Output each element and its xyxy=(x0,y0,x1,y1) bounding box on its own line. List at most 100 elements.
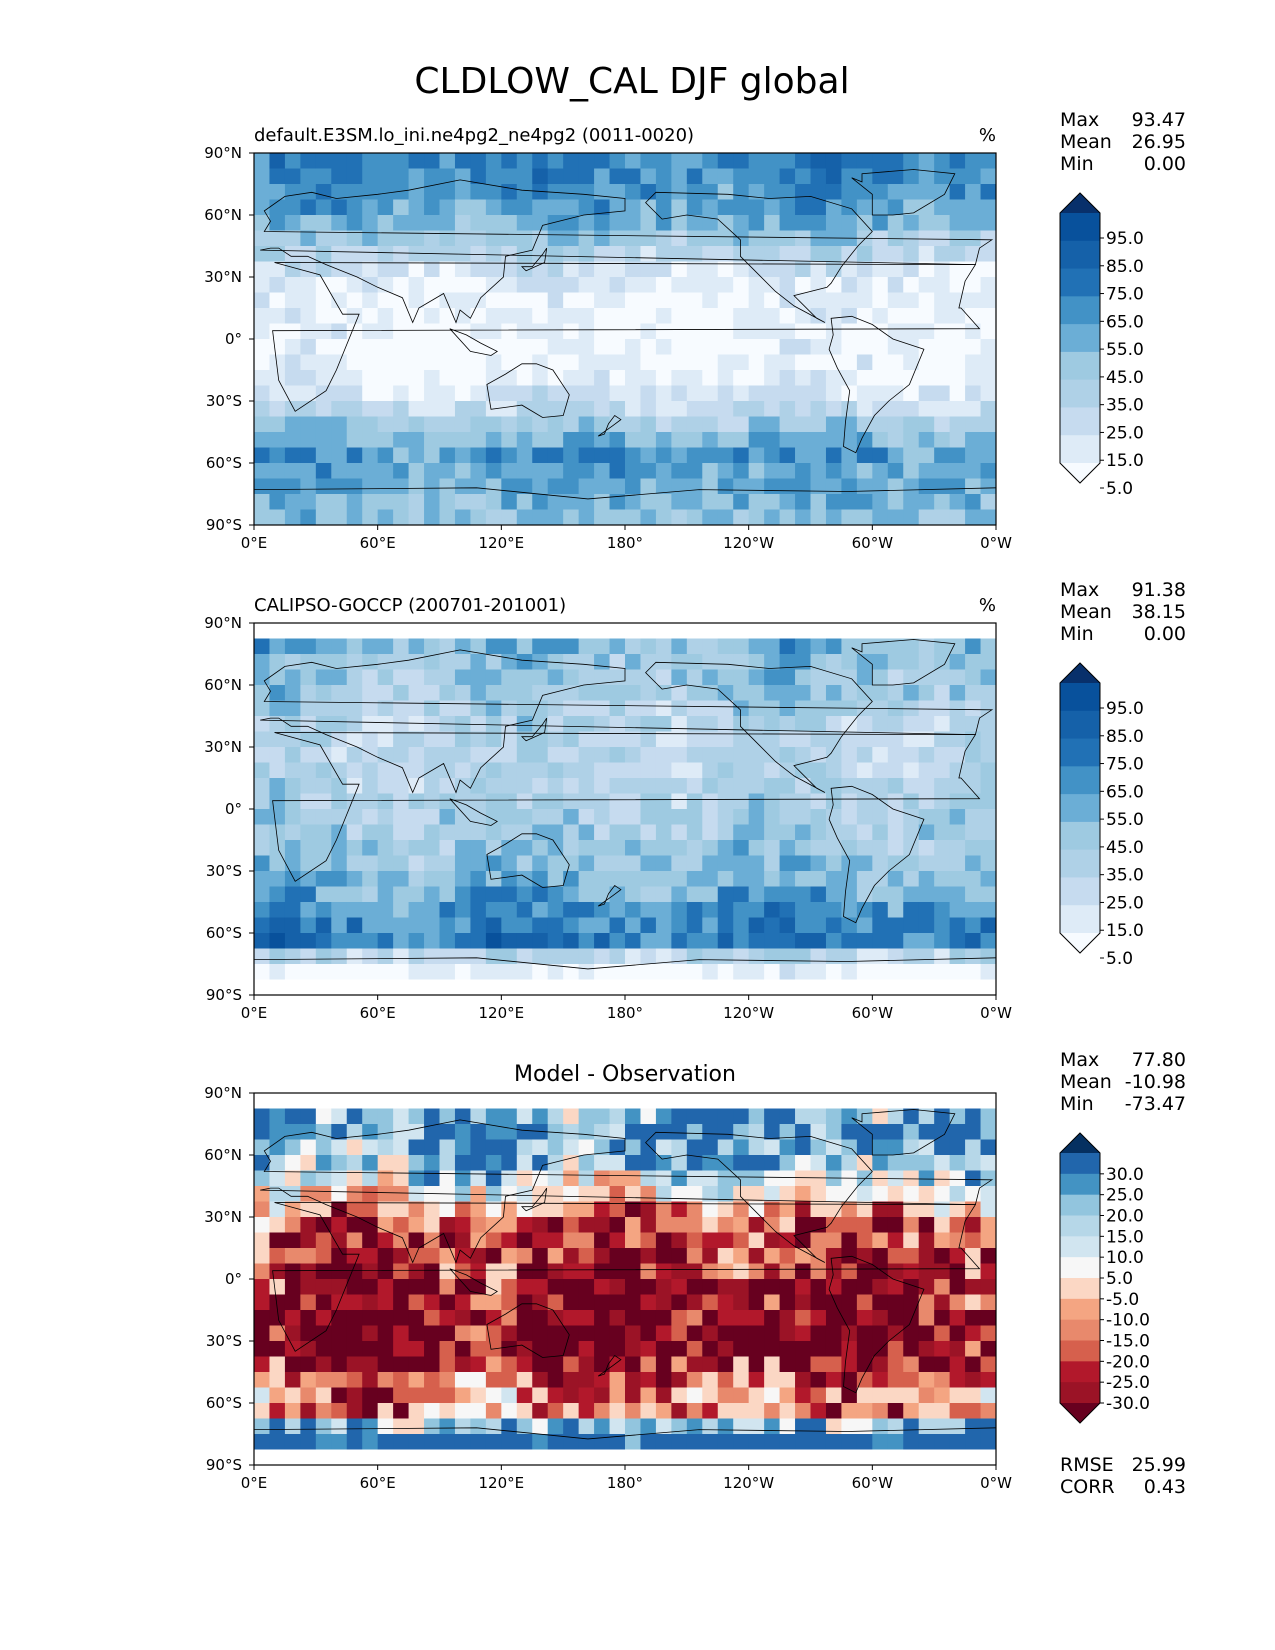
field-cell xyxy=(408,1170,425,1187)
y-tick-label: 60°S xyxy=(206,1394,242,1412)
field-cell xyxy=(717,1108,734,1125)
field-cell xyxy=(547,1108,564,1125)
field-cell xyxy=(918,494,935,511)
field-cell xyxy=(841,509,858,525)
field-cell xyxy=(810,1387,827,1404)
field-cell xyxy=(346,1186,363,1203)
field-cell xyxy=(686,948,703,965)
y-tick-label: 30°N xyxy=(204,268,242,286)
field-cell xyxy=(346,292,363,309)
field-cell xyxy=(655,246,672,263)
field-cell xyxy=(748,447,765,464)
field-cell xyxy=(625,1325,642,1342)
y-tick-label: 30°N xyxy=(204,738,242,756)
field-cell xyxy=(408,979,425,995)
field-cell xyxy=(733,1279,750,1296)
field-cell xyxy=(254,979,271,995)
field-cell xyxy=(949,1201,966,1218)
field-cell xyxy=(439,1449,456,1465)
field-cell xyxy=(501,1449,518,1465)
field-cell xyxy=(393,1403,410,1420)
field-cell xyxy=(284,447,301,464)
field-cell xyxy=(872,979,889,995)
field-cell xyxy=(563,416,580,433)
field-cell xyxy=(377,917,394,934)
field-cell xyxy=(810,1217,827,1234)
field-cell xyxy=(702,871,719,888)
field-cell xyxy=(563,1201,580,1218)
field-cell xyxy=(887,793,904,810)
field-cell xyxy=(284,432,301,449)
field-cell xyxy=(331,840,348,857)
field-cell xyxy=(501,401,518,418)
field-cell xyxy=(362,1263,379,1280)
field-cell xyxy=(300,277,317,294)
field-cell xyxy=(779,1387,796,1404)
field-cell xyxy=(671,1434,688,1451)
colorbar: 95.085.075.065.055.045.035.025.015.05.0 xyxy=(1059,192,1144,499)
field-cell xyxy=(764,1341,781,1358)
field-cell xyxy=(315,401,332,418)
field-cell xyxy=(439,230,456,247)
coastline xyxy=(486,833,570,888)
field-cell xyxy=(671,685,688,702)
field-cell xyxy=(594,948,611,965)
field-cell xyxy=(470,638,487,655)
y-tick-label: 0° xyxy=(225,330,242,348)
field-cell xyxy=(918,339,935,356)
field-cell xyxy=(331,370,348,387)
field-cell xyxy=(408,1201,425,1218)
field-cell xyxy=(872,886,889,903)
field-cell xyxy=(578,1124,595,1141)
field-cell xyxy=(733,370,750,387)
field-cell xyxy=(934,1186,951,1203)
field-cell xyxy=(346,902,363,919)
field-cell xyxy=(686,277,703,294)
field-cell xyxy=(671,509,688,525)
field-cell xyxy=(377,199,394,216)
field-cell xyxy=(532,964,549,981)
field-cell xyxy=(795,509,812,525)
field-cell xyxy=(671,1325,688,1342)
field-cell xyxy=(980,855,996,872)
field-cell xyxy=(903,323,920,340)
field-cell xyxy=(470,1449,487,1465)
field-cell xyxy=(825,948,843,965)
field-cell xyxy=(377,463,394,480)
field-cell xyxy=(346,1294,363,1311)
field-cell xyxy=(578,1387,595,1404)
field-cell xyxy=(733,824,750,841)
field-cell xyxy=(733,638,750,655)
field-cell xyxy=(918,277,935,294)
field-cell xyxy=(408,716,425,733)
field-cell xyxy=(362,855,379,872)
field-cell xyxy=(454,1434,472,1451)
field-cell xyxy=(702,323,719,340)
field-cell xyxy=(408,1108,425,1125)
field-cell xyxy=(331,964,348,981)
field-cell xyxy=(949,1356,966,1373)
field-cell xyxy=(563,447,580,464)
field-cell xyxy=(965,1093,982,1110)
field-cell xyxy=(315,1310,332,1327)
field-cell xyxy=(501,478,518,495)
field-cell xyxy=(655,778,672,795)
field-cell xyxy=(331,401,348,418)
field-cell xyxy=(424,933,441,950)
field-cell xyxy=(640,964,657,981)
field-cell xyxy=(717,339,734,356)
field-cell xyxy=(856,840,873,857)
field-cell xyxy=(779,1170,796,1187)
field-cell xyxy=(810,793,827,810)
field-cell xyxy=(532,509,549,525)
field-cell xyxy=(625,1217,642,1234)
field-cell xyxy=(362,917,379,934)
field-cell xyxy=(547,370,564,387)
field-cell xyxy=(439,1139,456,1156)
field-cell xyxy=(795,762,812,779)
field-cell xyxy=(578,401,595,418)
field-cell xyxy=(454,824,472,841)
field-cell xyxy=(346,871,363,888)
field-cell xyxy=(934,778,951,795)
field-cell xyxy=(331,778,348,795)
